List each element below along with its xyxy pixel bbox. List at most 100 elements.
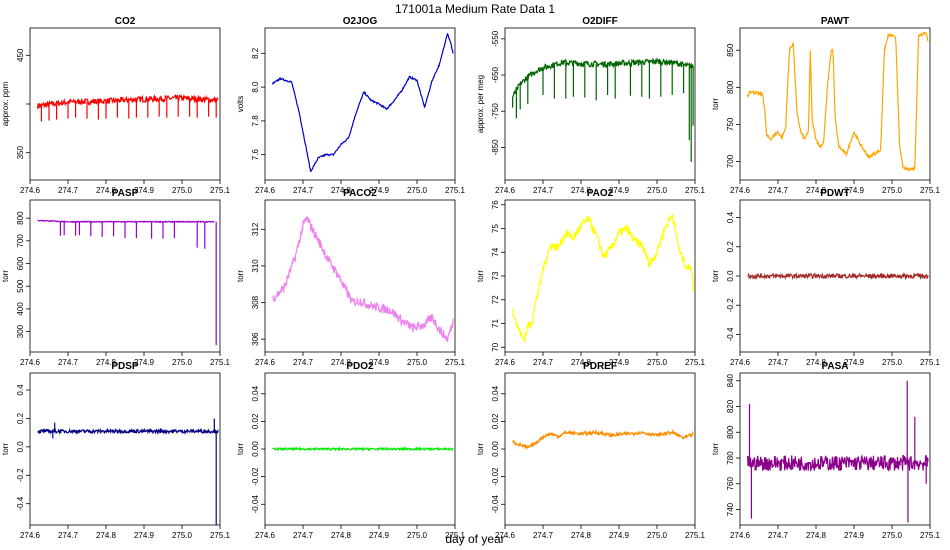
y-tick-label: 75 [491,224,500,233]
y-tick-label: 740 [726,502,735,516]
x-tick-label: 274.6 [495,531,516,540]
panel-ylabel: torr [1,443,10,455]
x-tick-label: 275.1 [445,531,466,540]
panel-title: O2JOG [343,16,378,27]
y-tick-label: 840 [726,374,735,388]
x-tick-label: 274.9 [369,531,390,540]
panel-title: PACO2 [343,188,377,199]
y-tick-label: 760 [726,477,735,491]
series-group [512,428,694,451]
y-tick-label: 310 [251,259,260,273]
plot-frame [264,27,456,181]
x-tick-label: 275.1 [920,358,941,367]
figure-title: 171001a Medium Rate Data 1 [395,2,555,16]
plot-frame [739,27,931,181]
x-tick-label: 274.9 [844,186,865,195]
x-tick-label: 274.8 [96,531,117,540]
x-tick-label: 274.8 [96,358,117,367]
panel-paco2: PACO2 torr 274.6 274.7 274.8 274.9 275.0 275.1 3… [236,188,466,367]
y-tick-label: 800 [16,211,25,225]
y-tick-label: -0.02 [491,467,500,486]
panel-co2: CO2 approx. ppm 274.6 274.7 274.8 274.9 275.0 2… [1,16,231,195]
panels-group: CO2 approx. ppm 274.6 274.7 274.8 274.9 275.0 2… [1,16,941,540]
y-tick-label: 8.2 [251,47,260,59]
panel-title: PDO2 [346,361,374,372]
x-tick-label: 275.0 [647,358,668,367]
y-tick-label: -0.4 [16,496,25,510]
panel-pdwt: PDWT torr 274.6 274.7 274.8 274.9 275.0 275.1 -0… [711,188,941,367]
x-tick-label: 274.7 [533,186,554,195]
x-tick-label: 275.1 [210,358,231,367]
x-tick-label: 274.6 [20,186,41,195]
series-group [747,31,929,172]
x-tick-label: 275.0 [172,531,193,540]
y-tick-label: -0.04 [251,495,260,514]
panel-title: PASP [112,188,139,199]
x-tick-label: 274.6 [730,186,751,195]
panel-ylabel: volts [236,96,245,112]
series-group [37,93,219,122]
x-tick-label: 275.1 [920,186,941,195]
y-tick-label: 0.04 [251,385,260,401]
x-tick-label: 274.6 [495,186,516,195]
series-group [511,57,694,162]
series-group [37,219,217,346]
x-tick-label: 274.6 [730,531,751,540]
plot-frame [29,372,221,526]
series-line [747,31,929,172]
panel-ylabel: torr [476,443,485,455]
panel-pdsp: PDSP torr 274.6 274.7 274.8 274.9 275.0 275.1 -0… [1,361,231,540]
series-group [272,32,454,173]
x-tick-label: 274.9 [134,531,155,540]
panel-title: PDSP [111,361,139,372]
y-tick-label: -850 [491,139,500,156]
x-tick-label: 274.7 [293,186,314,195]
plot-frame [29,199,221,353]
x-tick-label: 274.7 [533,358,554,367]
panel-title: PASA [821,361,848,372]
plot-frame [504,27,696,181]
y-tick-label: 72 [491,295,500,304]
series-group [272,215,454,342]
series-group [37,418,219,525]
panel-title: CO2 [115,16,136,27]
plot-frame [504,199,696,353]
y-tick-label: 400 [16,302,25,316]
y-tick-label: 0.4 [16,384,25,396]
x-tick-label: 274.8 [571,358,592,367]
panel-pdo2: PDO2 torr 274.6 274.7 274.8 274.9 275.0 275.1 -0… [236,361,466,540]
x-tick-label: 274.6 [255,358,276,367]
panel-title: O2DIFF [582,16,618,27]
panel-title: PAWT [821,16,849,27]
x-tick-label: 275.1 [445,186,466,195]
series-line [747,271,929,281]
x-tick-label: 275.1 [920,531,941,540]
y-tick-label: 800 [726,425,735,439]
x-tick-label: 274.7 [768,358,789,367]
y-tick-label: -0.02 [251,467,260,486]
panel-o2diff: O2DIFF approx. per meg 274.6 274.7 274.8 274.… [476,16,706,195]
x-tick-label: 274.9 [369,186,390,195]
y-tick-label: -650 [491,66,500,83]
panel-title: PDREF [583,361,617,372]
y-tick-label: 780 [726,451,735,465]
y-tick-label: 0.00 [251,441,260,457]
series-line [512,214,694,342]
x-tick-label: 274.9 [609,186,630,195]
x-tick-label: 274.7 [293,358,314,367]
y-tick-label: 850 [726,43,735,57]
panel-pao2: PAO2 torr 274.6 274.7 274.8 274.9 275.0 275.1 70… [476,188,706,367]
series-line [272,215,454,342]
x-tick-label: 275.1 [210,531,231,540]
y-tick-label: 350 [16,145,25,159]
x-tick-label: 274.9 [134,358,155,367]
x-tick-label: 274.9 [609,358,630,367]
panel-ylabel: torr [711,443,720,455]
y-tick-label: 308 [251,295,260,309]
y-tick-label: 8.0 [251,81,260,93]
x-tick-label: 274.8 [331,531,352,540]
x-tick-label: 275.0 [882,531,903,540]
x-tick-label: 274.9 [844,531,865,540]
x-tick-label: 275.0 [407,358,428,367]
y-tick-label: 0.0 [726,270,735,282]
